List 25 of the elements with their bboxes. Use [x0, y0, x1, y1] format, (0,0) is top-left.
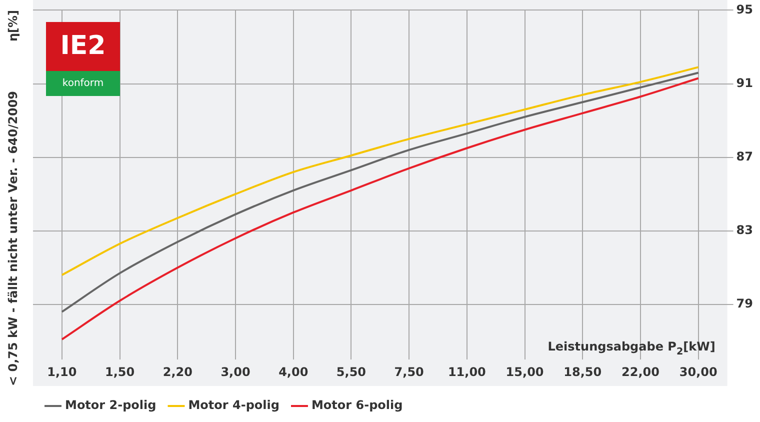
x-tick-label: 18,50 — [564, 364, 602, 379]
annotation: konform — [46, 71, 120, 96]
legend-label: Motor 4-polig — [188, 398, 280, 412]
x-tick-label: 11,00 — [448, 364, 486, 379]
x-tick-label: 4,00 — [278, 364, 308, 379]
x-tick-label: 1,50 — [104, 364, 135, 379]
line-series — [60, 66, 700, 276]
y-tick-label: 83 — [736, 223, 754, 237]
y-tick-label: 91 — [736, 76, 754, 90]
text: < 0,75 kW - fällt nicht unter Ver. - 640/2009 — [6, 90, 20, 386]
annotation: IE2 — [46, 22, 120, 71]
x-tick-label: 7,50 — [394, 364, 424, 379]
x-tick-label: 22,00 — [622, 364, 660, 379]
x-tick-label: 30,00 — [679, 364, 718, 379]
y-tick-label: 79 — [736, 296, 754, 311]
legend-label: Motor 6-polig — [311, 398, 403, 412]
y-axis-title: η[%] — [6, 10, 20, 42]
x-tick-label: 15,00 — [506, 364, 544, 379]
y-tick-label: 87 — [736, 149, 754, 164]
x-tick-label: 3,00 — [220, 364, 250, 379]
x-tick-label: 2,20 — [162, 364, 192, 379]
legend-label: Motor 2-polig — [65, 398, 156, 412]
x-tick-label: 1,10 — [47, 364, 77, 379]
y-tick-label: 95 — [736, 2, 754, 16]
x-tick-label: 5,50 — [336, 364, 366, 379]
